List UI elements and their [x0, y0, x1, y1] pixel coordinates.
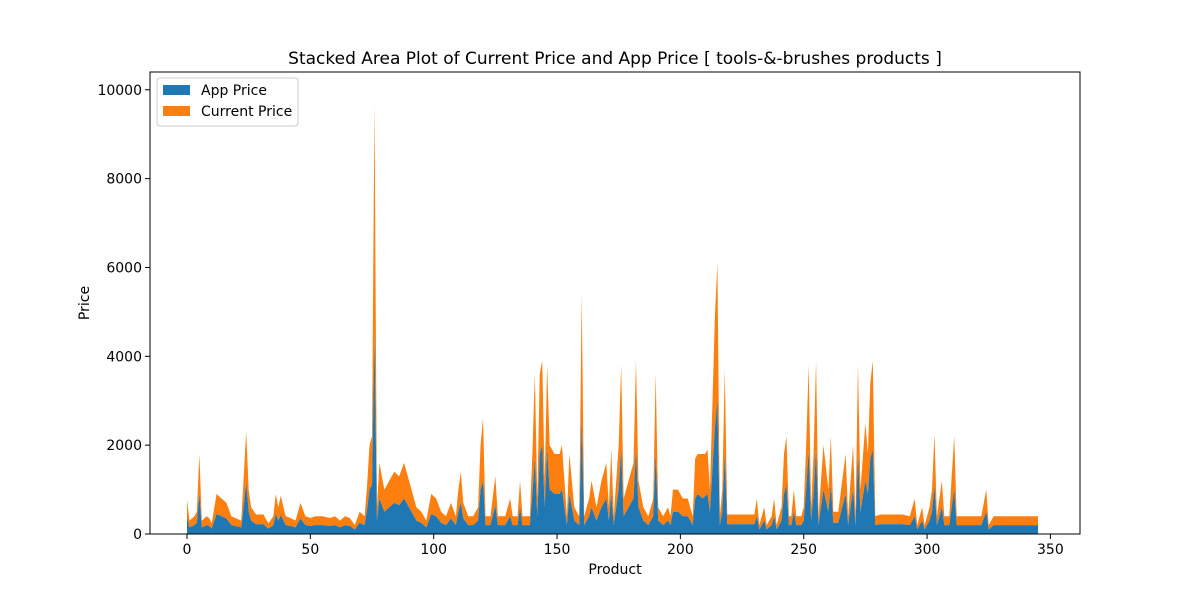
legend-swatch	[163, 85, 190, 95]
y-tick-label: 0	[133, 527, 142, 543]
x-tick-label: 250	[790, 542, 817, 558]
x-tick-label: 300	[914, 542, 941, 558]
y-tick-label: 6000	[106, 260, 142, 276]
legend-box	[156, 77, 299, 127]
legend: App Price Current Price	[156, 77, 299, 127]
legend-label: App Price	[201, 83, 267, 99]
area-app-price	[187, 334, 1039, 534]
x-tick-label: 200	[667, 542, 694, 558]
area-current-price	[187, 103, 1039, 530]
y-tick-label: 8000	[106, 172, 142, 188]
y-tick-label: 2000	[106, 438, 142, 454]
x-tick-label: 100	[420, 542, 447, 558]
x-tick-label: 150	[544, 542, 571, 558]
y-tick-label: 4000	[106, 349, 142, 365]
chart-title: Stacked Area Plot of Current Price and A…	[288, 49, 942, 69]
x-axis-label: Product	[588, 562, 642, 578]
y-axis-label: Price	[77, 286, 93, 320]
legend-label: Current Price	[201, 104, 292, 120]
x-tick-label: 0	[183, 542, 192, 558]
y-tick-label: 10000	[97, 83, 142, 99]
legend-swatch	[163, 106, 190, 116]
plot-frame	[149, 71, 1081, 535]
x-tick-label: 50	[301, 542, 319, 558]
x-tick-label: 350	[1037, 542, 1064, 558]
